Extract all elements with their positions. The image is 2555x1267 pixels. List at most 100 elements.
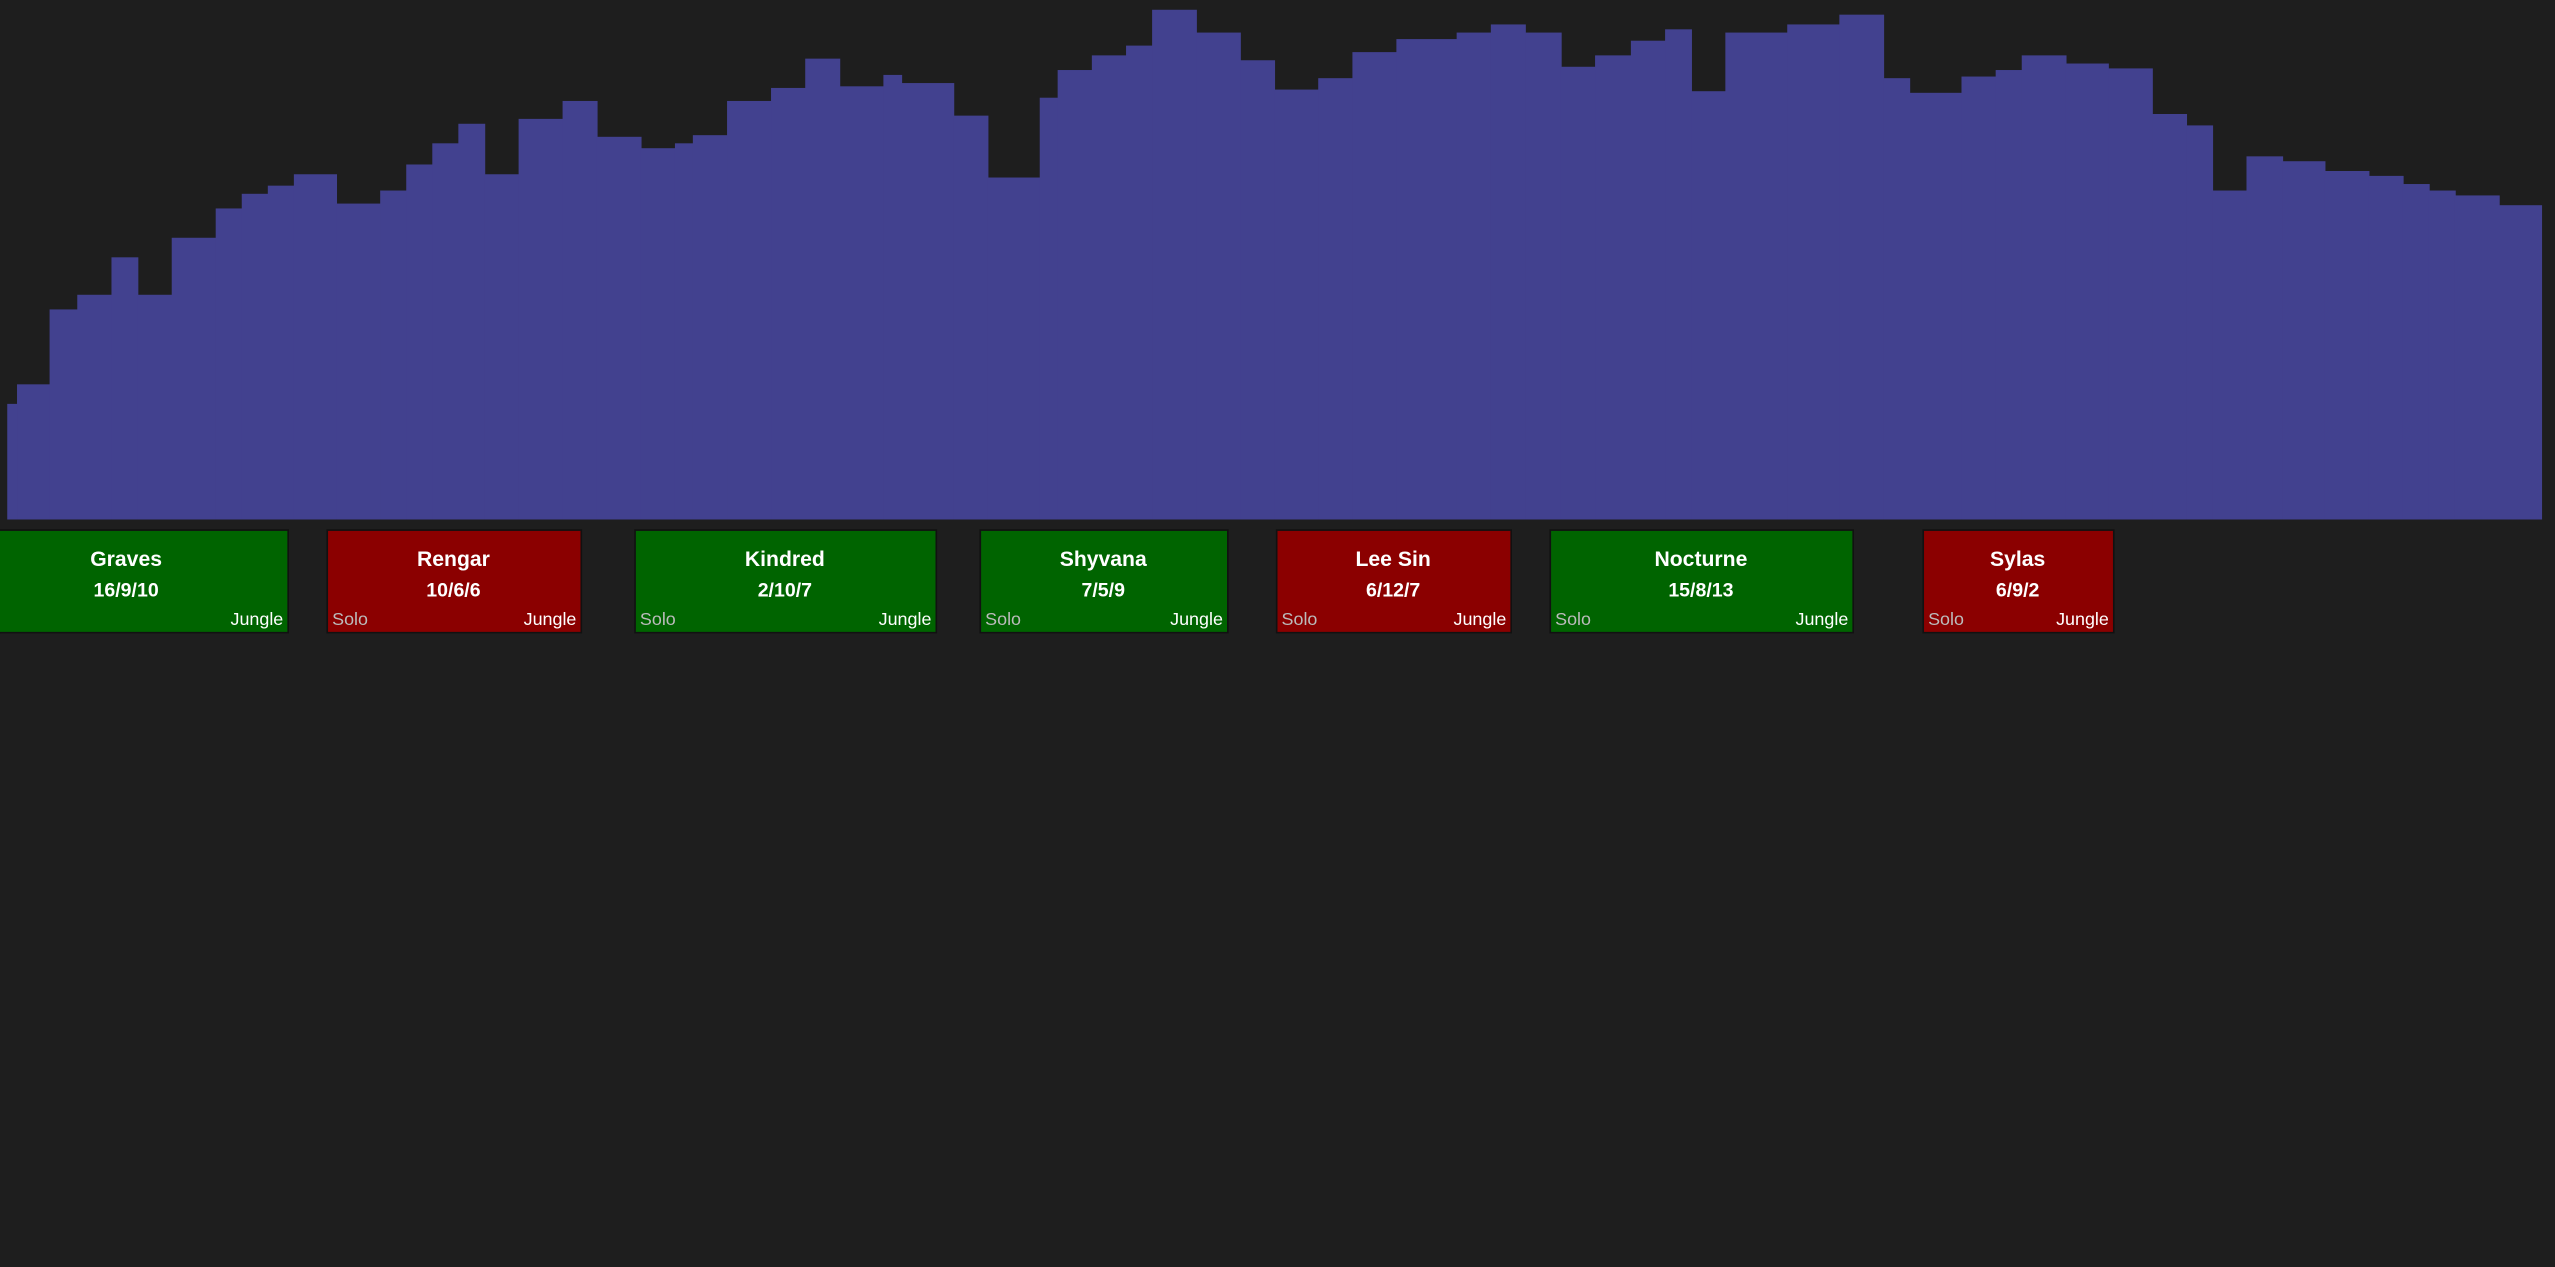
bar bbox=[562, 100, 598, 520]
bar bbox=[771, 87, 807, 520]
bar bbox=[1961, 76, 1997, 520]
bar bbox=[1691, 91, 1727, 520]
kda: 15/8/13 bbox=[1668, 579, 1733, 601]
match-card: Sylas 6/9/2 Solo Jungle bbox=[1922, 529, 2115, 634]
bar bbox=[1595, 55, 1632, 520]
champion-name: Rengar bbox=[417, 548, 490, 571]
champion-name: Lee Sin bbox=[1356, 548, 1431, 571]
kda: 2/10/7 bbox=[758, 579, 812, 601]
bar bbox=[1456, 32, 1492, 520]
bar bbox=[692, 135, 728, 520]
bar bbox=[2324, 170, 2370, 520]
bar bbox=[2021, 55, 2067, 520]
bar bbox=[2454, 195, 2500, 520]
bar bbox=[17, 384, 51, 520]
bar bbox=[518, 118, 564, 520]
bar bbox=[2282, 161, 2326, 520]
bar bbox=[1490, 24, 1526, 520]
role: Jungle bbox=[1170, 609, 1223, 629]
bar bbox=[2212, 190, 2248, 520]
kda: 6/9/2 bbox=[1996, 579, 2040, 601]
bar bbox=[1995, 70, 2023, 520]
bar bbox=[1725, 32, 1789, 520]
bar bbox=[1091, 55, 1127, 520]
queue-type: Solo bbox=[1282, 609, 1318, 629]
bar bbox=[1525, 32, 1562, 520]
role: Jungle bbox=[1796, 609, 1849, 629]
bar bbox=[1883, 78, 1911, 520]
bar bbox=[1274, 89, 1320, 520]
bar bbox=[1352, 52, 1398, 520]
card-background bbox=[634, 529, 938, 634]
champion-name: Kindred bbox=[745, 548, 825, 571]
bar bbox=[2368, 175, 2404, 520]
card-background bbox=[0, 529, 289, 634]
bar bbox=[111, 257, 139, 520]
bar bbox=[839, 86, 885, 520]
bar bbox=[1665, 29, 1692, 520]
match-card: Lee Sin 6/12/7 Solo Jungle bbox=[1275, 529, 1513, 634]
bar bbox=[484, 174, 520, 520]
kda: 6/12/7 bbox=[1366, 579, 1420, 601]
queue-type: Solo bbox=[1555, 609, 1591, 629]
champion-name: Nocturne bbox=[1654, 548, 1747, 571]
kda: 7/5/9 bbox=[1082, 579, 1126, 601]
card-background bbox=[326, 529, 583, 634]
bar bbox=[1396, 39, 1458, 520]
card-background bbox=[1549, 529, 1855, 634]
kda: 16/9/10 bbox=[94, 579, 159, 601]
bar bbox=[1057, 70, 1093, 520]
match-card: Rengar 10/6/6 Solo Jungle bbox=[326, 529, 583, 634]
champion-name: Sylas bbox=[1990, 548, 2045, 571]
bar bbox=[953, 115, 989, 520]
bar bbox=[49, 309, 79, 520]
bar bbox=[674, 143, 694, 520]
bar bbox=[336, 203, 381, 520]
bar bbox=[1240, 60, 1276, 520]
bar bbox=[2428, 190, 2456, 520]
bar bbox=[77, 294, 113, 520]
bar bbox=[2108, 68, 2153, 520]
bar bbox=[805, 58, 841, 520]
bar bbox=[901, 83, 955, 520]
champion-name: Graves bbox=[90, 548, 162, 571]
kda: 10/6/6 bbox=[426, 579, 480, 601]
card-background bbox=[979, 529, 1229, 634]
queue-type: Solo bbox=[1928, 609, 1964, 629]
bar bbox=[1909, 92, 1963, 520]
bar bbox=[1630, 40, 1666, 520]
bar bbox=[1152, 9, 1197, 520]
bar bbox=[2498, 205, 2543, 520]
match-card: Shyvana 7/5/9 Solo Jungle bbox=[979, 529, 1229, 634]
bar bbox=[2152, 113, 2188, 520]
bar bbox=[406, 164, 434, 520]
role: Jungle bbox=[2056, 609, 2109, 629]
bar bbox=[432, 143, 460, 520]
queue-type: Solo bbox=[640, 609, 676, 629]
bar bbox=[458, 123, 486, 520]
bar bbox=[1560, 66, 1596, 520]
bar bbox=[1196, 32, 1241, 520]
champion-name: Shyvana bbox=[1060, 548, 1147, 571]
bar bbox=[7, 403, 18, 520]
bar bbox=[1839, 14, 1885, 520]
bar bbox=[2186, 125, 2214, 520]
bar bbox=[293, 174, 338, 520]
bar bbox=[596, 136, 642, 520]
bar bbox=[241, 193, 269, 520]
queue-type: Solo bbox=[332, 609, 368, 629]
bar bbox=[2246, 156, 2284, 520]
bar bbox=[380, 190, 408, 520]
role: Jungle bbox=[879, 609, 932, 629]
match-card: Kindred 2/10/7 Solo Jungle bbox=[634, 529, 938, 634]
bar bbox=[1126, 45, 1153, 520]
card-background bbox=[1275, 529, 1513, 634]
bar bbox=[727, 100, 772, 520]
match-card: Nocturne 15/8/13 Solo Jungle bbox=[1549, 529, 1855, 634]
role: Jungle bbox=[1454, 609, 1507, 629]
bar bbox=[640, 148, 676, 520]
bar bbox=[171, 237, 217, 520]
